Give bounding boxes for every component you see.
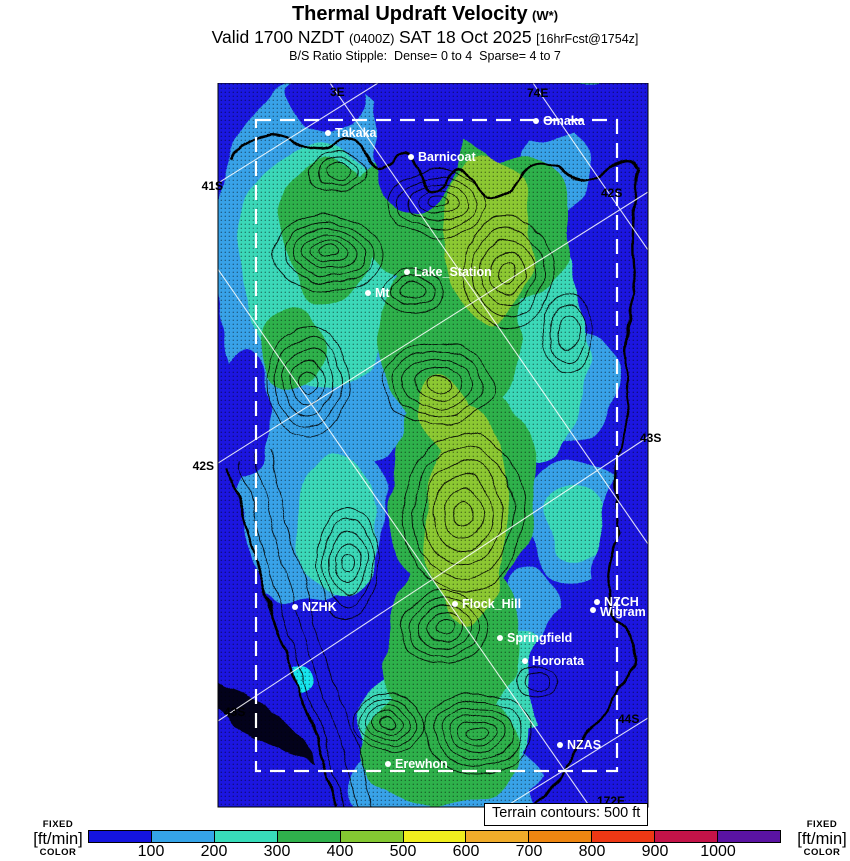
colorbar-segment <box>340 831 404 842</box>
site-marker: Mt <box>365 286 390 300</box>
site-label: Omaka <box>543 114 586 128</box>
site-marker: NZCH <box>594 595 639 609</box>
colorbar <box>88 830 781 843</box>
site-label: NZCH <box>604 595 639 609</box>
site-dot <box>404 269 410 275</box>
unit-label: [ft/min] <box>797 829 847 848</box>
colorbar-segment <box>277 831 341 842</box>
lat-label-43s-left: 43S <box>224 705 245 719</box>
valid-prefix: Valid 1700 NZDT <box>211 27 345 47</box>
colorbar-segment <box>89 831 152 842</box>
site-dot <box>292 604 298 610</box>
site-dot <box>533 118 539 124</box>
header: Thermal Updraft Velocity (W*) Valid 1700… <box>0 2 850 64</box>
site-label: Flock_Hill <box>462 597 521 611</box>
fixed-label: FIXED <box>42 819 74 830</box>
terrain-contour-note: Terrain contours: 500 ft <box>484 803 649 826</box>
color-label: COLOR <box>803 847 841 858</box>
forecast-map-container: 41S 42S 43S 42S 43S 44S 3E 74E 172E Taka… <box>188 82 688 817</box>
site-dot <box>590 607 596 613</box>
colorbar-tick: 300 <box>263 843 291 860</box>
lon-label-174e: 74E <box>527 86 548 100</box>
site-marker: Barnicoat <box>408 150 476 164</box>
colorbar-tick: 600 <box>452 843 480 860</box>
site-dot <box>325 130 331 136</box>
site-marker: NZAS <box>557 738 601 752</box>
lat-label-41s: 41S <box>202 179 223 193</box>
colorbar-tick: 500 <box>389 843 417 860</box>
stipple-overlay <box>218 83 648 807</box>
page-title: Thermal Updraft Velocity (W*) <box>0 3 850 26</box>
valid-date: SAT 18 Oct 2025 <box>398 27 532 47</box>
site-dot <box>594 599 600 605</box>
title-text: Thermal Updraft Velocity <box>291 3 528 25</box>
title-unit: (W*) <box>532 8 559 23</box>
colorbar-segment <box>655 831 719 842</box>
site-dot <box>408 154 414 160</box>
lat-label-42s-left: 42S <box>193 459 214 473</box>
colorbar-tick: 200 <box>200 843 228 860</box>
lat-label-44s-right: 44S <box>618 712 639 726</box>
colorbar-segment <box>529 831 593 842</box>
site-label: Erewhon <box>395 757 448 771</box>
site-marker: Flock_Hill <box>452 597 521 611</box>
site-dot <box>365 290 371 296</box>
colorbar-segment <box>466 831 530 842</box>
lat-label-43s-right: 43S <box>640 431 661 445</box>
site-label: Wigram <box>600 605 646 619</box>
site-dot <box>522 658 528 664</box>
map-frame <box>217 82 649 808</box>
site-label: Mt <box>375 286 390 300</box>
graticule <box>218 83 648 807</box>
site-label: Barnicoat <box>418 150 476 164</box>
color-label: COLOR <box>39 847 77 858</box>
colorbar-segment <box>214 831 278 842</box>
forecast-tag: [16hrFcst@1754z] <box>536 32 639 46</box>
site-label: Lake_Station <box>414 265 492 279</box>
colorbar-side-legend-right: FIXED [ft/min] COLOR <box>789 820 850 858</box>
forecast-map: 41S 42S 43S 42S 43S 44S 3E 74E 172E Taka… <box>193 82 662 808</box>
colorbar-segment <box>592 831 656 842</box>
site-dot <box>557 742 563 748</box>
site-dot <box>497 635 503 641</box>
stipple-note: B/S Ratio Stipple: Dense= 0 to 4 Sparse=… <box>289 49 561 64</box>
site-label: Springfield <box>507 631 572 645</box>
site-marker: Omaka <box>533 114 586 128</box>
site-label: Hororata <box>532 654 585 668</box>
site-label: NZHK <box>302 600 337 614</box>
fixed-label: FIXED <box>806 819 838 830</box>
lat-label-42s-right: 42S <box>601 186 622 200</box>
site-marker: Lake_Station <box>404 265 492 279</box>
lon-label-173e: 3E <box>330 85 345 99</box>
site-dot <box>452 601 458 607</box>
colorbar-tick: 1000 <box>700 843 736 860</box>
site-markers: Takaka Barnicoat Omaka Lake_Station Mt N… <box>292 114 646 771</box>
colorbar-tick: 700 <box>515 843 543 860</box>
site-marker: Takaka <box>325 126 378 140</box>
site-marker: Wigram <box>590 605 646 619</box>
colorbar-segment <box>151 831 215 842</box>
colorbar-tick: 400 <box>326 843 354 860</box>
valid-zulu: (0400Z) <box>348 31 395 46</box>
domain-boundary-dashed <box>254 118 619 773</box>
colorbar-tick: 800 <box>578 843 606 860</box>
graticule-labels: 41S 42S 43S 42S 43S 44S 3E 74E 172E <box>193 85 662 808</box>
valid-time-line: Valid 1700 NZDT (0400Z) SAT 18 Oct 2025 … <box>0 27 850 48</box>
colorbar-tick: 100 <box>137 843 165 860</box>
site-marker: Springfield <box>497 631 572 645</box>
site-dot <box>385 761 391 767</box>
site-label: NZAS <box>567 738 601 752</box>
colorbar-side-legend-left: FIXED [ft/min] COLOR <box>25 820 91 858</box>
colorbar-segment <box>718 831 780 842</box>
site-marker: NZHK <box>292 600 337 614</box>
site-marker: Hororata <box>522 654 585 668</box>
colorbar-segment <box>403 831 467 842</box>
site-marker: Erewhon <box>385 757 448 771</box>
colorbar-tick: 900 <box>641 843 669 860</box>
site-label: Takaka <box>335 126 378 140</box>
unit-label: [ft/min] <box>33 829 83 848</box>
